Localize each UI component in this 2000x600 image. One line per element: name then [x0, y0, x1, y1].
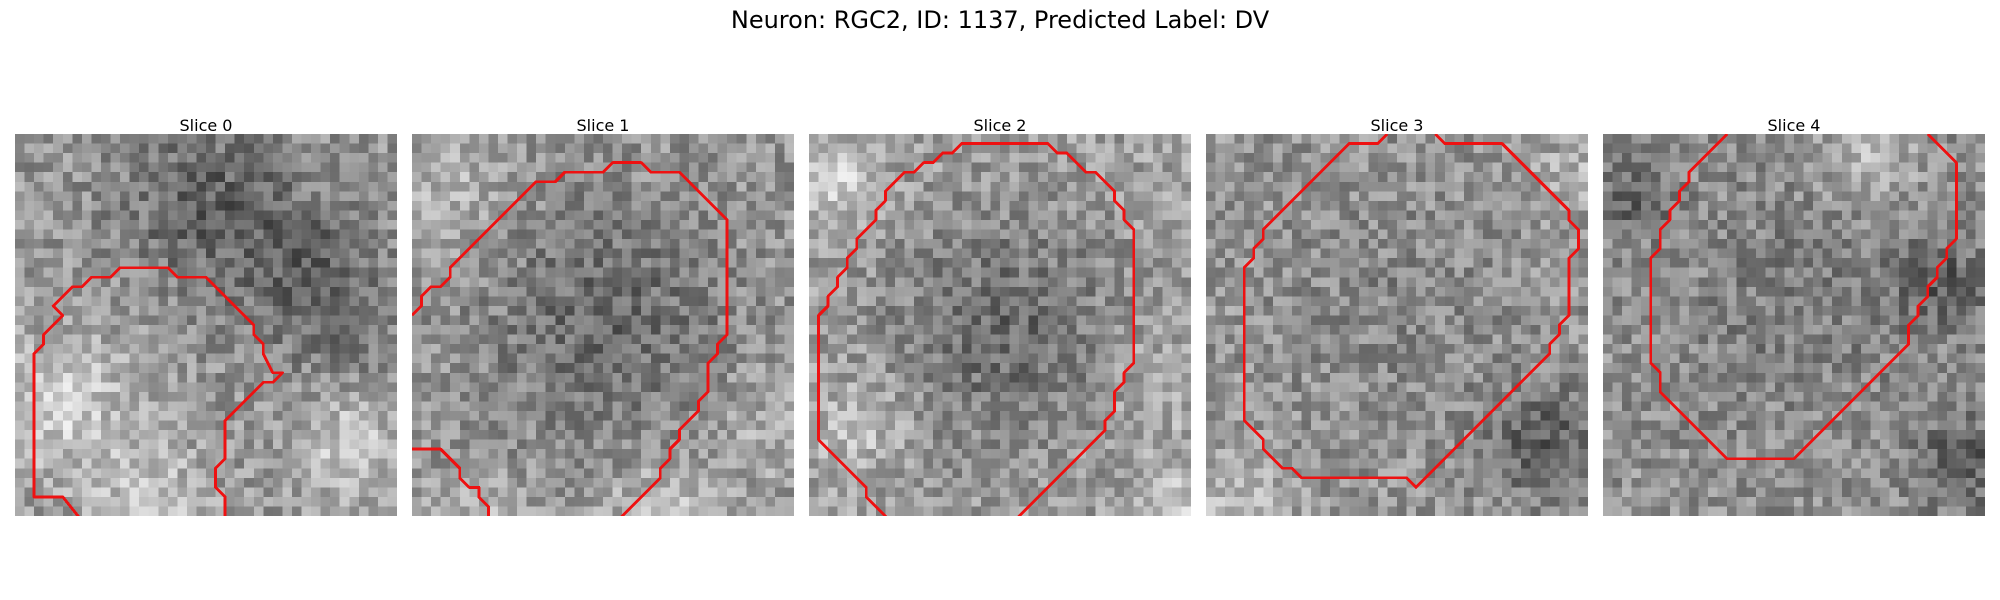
slice-image: [1603, 134, 1985, 516]
slice-title: Slice 0: [179, 116, 233, 135]
slice-title: Slice 4: [1767, 116, 1821, 135]
slice-panel-4: Slice 4: [1603, 116, 1985, 516]
grayscale-pixels: [15, 134, 397, 516]
slice-title: Slice 3: [1370, 116, 1424, 135]
contour-overlay: [32, 266, 284, 516]
contour-line: [412, 161, 729, 516]
contour-overlay: [412, 161, 729, 516]
slice-panel-2: Slice 2: [809, 116, 1191, 516]
contour-line: [32, 266, 284, 516]
figure-title: Neuron: RGC2, ID: 1137, Predicted Label:…: [730, 6, 1270, 34]
contour-overlay: [817, 142, 1136, 516]
grayscale-pixels: [1603, 134, 1985, 516]
contour-line: [412, 447, 490, 516]
slice-panel-1: Slice 1: [412, 116, 794, 516]
contour-line: [817, 142, 1136, 516]
contour-line: [1242, 134, 1580, 489]
grayscale-pixels: [412, 134, 794, 516]
grayscale-pixels: [809, 134, 1191, 516]
slice-panel-0: Slice 0: [15, 116, 397, 516]
contour-overlay: [1649, 134, 1958, 461]
slice-image: [15, 134, 397, 516]
slice-image: [1206, 134, 1588, 516]
slice-title: Slice 2: [973, 116, 1027, 135]
slice-title: Slice 1: [576, 116, 630, 135]
grayscale-pixels: [1206, 134, 1588, 516]
contour-line: [1649, 134, 1958, 461]
contour-overlay: [1242, 134, 1580, 489]
slice-image: [412, 134, 794, 516]
slice-panel-3: Slice 3: [1206, 116, 1588, 516]
slice-image: [809, 134, 1191, 516]
